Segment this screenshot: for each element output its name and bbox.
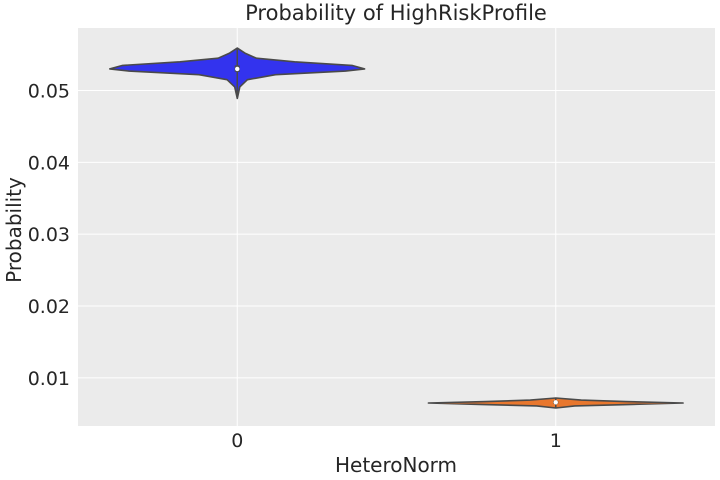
violins — [109, 47, 684, 409]
plot-background — [78, 28, 715, 426]
violin-median-0 — [235, 66, 240, 72]
x-tick-label: 1 — [550, 430, 562, 452]
y-tick-label: 0.04 — [28, 152, 70, 174]
x-axis-label: HeteroNorm — [335, 453, 457, 477]
y-tick-label: 0.01 — [28, 368, 70, 390]
violin-median-1 — [553, 400, 558, 405]
y-tick-label: 0.02 — [28, 296, 70, 318]
y-axis-label: Probability — [2, 177, 26, 283]
y-tick-labels: 0.01 0.02 0.03 0.04 0.05 — [28, 81, 70, 390]
y-tick-label: 0.05 — [28, 81, 70, 103]
chart-title: Probability of HighRiskProfile — [245, 1, 547, 25]
y-tick-label: 0.03 — [28, 224, 70, 246]
x-tick-label: 0 — [231, 430, 243, 452]
